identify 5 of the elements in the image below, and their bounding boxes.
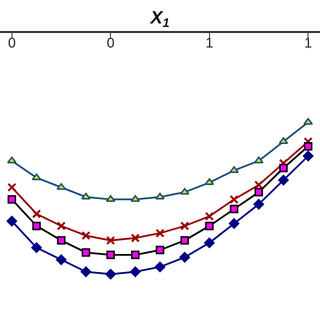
x-tick-label: 1 (304, 34, 312, 51)
x-tick-label: 0 (8, 34, 16, 51)
x-tick-label: 0 (106, 34, 115, 51)
x-tick-label: 1 (205, 34, 214, 51)
x-axis-title: X$_{1}$ (149, 7, 170, 30)
